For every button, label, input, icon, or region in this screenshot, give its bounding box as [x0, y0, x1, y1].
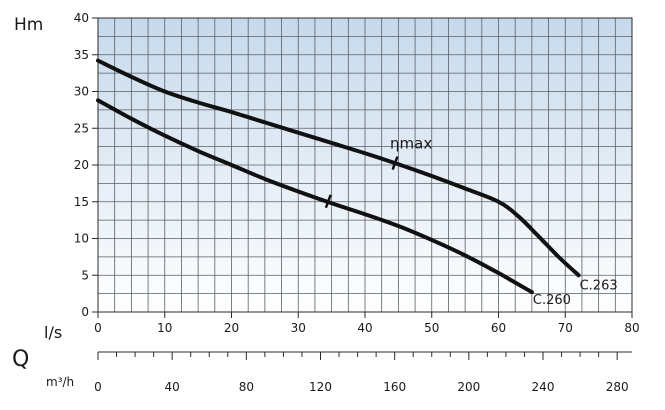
y-axis-label: Hm — [14, 15, 43, 35]
y-tick-label: 5 — [81, 268, 89, 282]
annotation-tick-0 — [391, 156, 399, 170]
secondary-x-axis: 0 40 80 120 160 200 240 280 — [94, 351, 632, 394]
x-tick-label: 50 — [424, 321, 439, 335]
series-label-c263: C.263 — [580, 278, 618, 293]
series-label-c260: C.260 — [533, 293, 571, 308]
x2-tick-label: 200 — [457, 380, 480, 394]
x-tick-label: 60 — [491, 321, 506, 335]
y-tick-label: 30 — [74, 85, 89, 99]
x-tick-label: 80 — [624, 321, 639, 335]
y-tick-label: 10 — [74, 232, 89, 246]
y-tick-label: 20 — [74, 158, 89, 172]
y-tick-label: 25 — [74, 121, 89, 135]
x2-tick-label: 120 — [309, 380, 332, 394]
x-tick-label: 30 — [291, 321, 306, 335]
x-tick-label: 10 — [157, 321, 172, 335]
x-axis-ticks: 0 10 20 30 40 50 60 70 80 — [94, 312, 640, 335]
x2-tick-label: 240 — [532, 380, 555, 394]
annotation-markers — [325, 156, 399, 208]
x2-axis-symbol: Q — [12, 347, 29, 372]
series-curves — [96, 58, 581, 295]
series-line-c260 — [96, 98, 534, 295]
x-tick-label: 20 — [224, 321, 239, 335]
x2-tick-label: 80 — [239, 380, 254, 394]
x2-axis-unit: m³/h — [46, 375, 74, 389]
x-tick-label: 70 — [558, 321, 573, 335]
annotation-tick-1 — [325, 194, 332, 208]
x-axis-label: l/s — [44, 323, 62, 342]
y-tick-label: 35 — [74, 48, 89, 62]
x-tick-label: 0 — [94, 321, 102, 335]
x2-tick-label: 40 — [165, 380, 180, 394]
y-tick-label: 15 — [74, 195, 89, 209]
x-tick-label: 40 — [357, 321, 372, 335]
grid-lines — [97, 17, 633, 313]
x2-tick-label: 0 — [94, 380, 102, 394]
x2-tick-label: 160 — [383, 380, 406, 394]
y-tick-label: 40 — [74, 11, 89, 25]
x2-tick-label: 280 — [606, 380, 629, 394]
y-axis-ticks: 0 5 10 15 20 25 30 35 40 — [74, 11, 98, 319]
series-line-c263 — [96, 58, 581, 278]
eta-max-label: ηmax — [390, 135, 432, 153]
y-tick-label: 0 — [81, 305, 89, 319]
